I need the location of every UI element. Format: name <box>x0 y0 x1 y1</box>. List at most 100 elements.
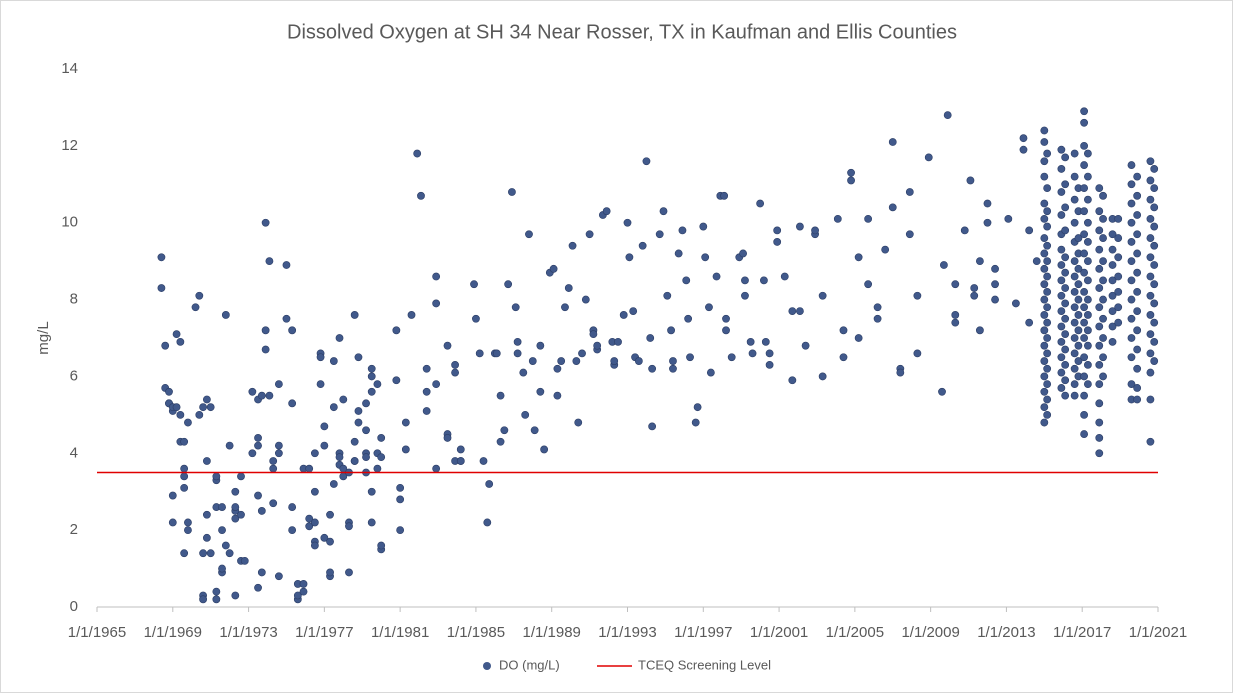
data-point <box>269 457 278 465</box>
data-point <box>1040 249 1049 258</box>
data-point <box>1040 418 1049 427</box>
data-point <box>248 387 257 396</box>
data-point <box>172 330 181 339</box>
data-point <box>1133 191 1142 200</box>
data-point <box>1095 284 1104 292</box>
data-point <box>1040 264 1049 273</box>
data-point <box>261 326 270 335</box>
data-point <box>674 249 683 258</box>
data-point <box>1043 184 1052 193</box>
data-point <box>1133 307 1142 315</box>
data-point <box>1074 280 1083 289</box>
data-point <box>1043 149 1052 158</box>
data-point <box>1080 430 1089 438</box>
data-point <box>1127 180 1136 189</box>
x-tick-label: 1/1/2021 <box>1129 624 1187 641</box>
data-point <box>362 426 370 435</box>
data-point <box>1080 318 1089 327</box>
data-point <box>1040 341 1049 350</box>
data-point <box>625 253 634 262</box>
data-point <box>1070 349 1079 358</box>
x-tick-label: 1/1/2013 <box>977 624 1035 641</box>
data-point <box>722 326 730 335</box>
x-tick-label: 1/1/2005 <box>826 624 884 641</box>
data-point <box>991 280 999 289</box>
data-point <box>202 533 211 542</box>
data-point <box>1108 230 1117 239</box>
data-point <box>1146 157 1155 166</box>
x-tick-label: 1/1/1985 <box>447 624 505 641</box>
data-point <box>451 368 459 377</box>
data-point <box>432 380 441 389</box>
data-point <box>1099 234 1107 242</box>
data-point <box>265 391 274 400</box>
data-point <box>970 284 979 292</box>
data-point <box>1040 214 1049 223</box>
data-point <box>168 518 177 527</box>
data-point <box>1032 257 1041 266</box>
data-point <box>1150 165 1159 173</box>
data-point <box>648 364 657 373</box>
data-point <box>574 418 583 427</box>
y-tick-label: 0 <box>70 598 78 615</box>
data-point <box>1095 184 1104 193</box>
data-point <box>1099 276 1107 285</box>
data-point <box>1040 199 1049 208</box>
data-point <box>701 253 710 262</box>
data-point <box>712 272 721 281</box>
data-point <box>206 549 215 558</box>
data-point <box>443 341 452 350</box>
data-point <box>240 556 249 565</box>
x-tick-label: 1/1/1965 <box>68 624 126 641</box>
data-point <box>310 487 319 496</box>
data-point <box>1070 272 1079 281</box>
data-point <box>326 510 334 519</box>
data-point <box>392 326 401 335</box>
data-point <box>638 241 647 250</box>
data-point <box>496 437 505 446</box>
x-tick-label: 1/1/2009 <box>901 624 959 641</box>
data-point <box>1150 318 1159 327</box>
data-point <box>528 357 537 365</box>
data-point <box>401 445 410 454</box>
data-point <box>991 295 999 304</box>
data-point <box>720 191 729 200</box>
data-point <box>1133 326 1142 335</box>
data-point <box>1133 384 1142 392</box>
data-point <box>1080 107 1089 116</box>
data-point <box>1061 376 1070 385</box>
data-point <box>585 230 594 239</box>
data-point <box>1061 360 1070 369</box>
legend-label: TCEQ Screening Level <box>638 657 771 672</box>
data-point <box>513 337 522 346</box>
y-tick-label: 8 <box>70 291 78 308</box>
x-tick-label: 1/1/1993 <box>598 624 656 641</box>
data-point <box>1095 399 1104 408</box>
data-point <box>564 284 573 292</box>
data-point <box>288 503 297 511</box>
data-point <box>299 580 308 588</box>
data-point <box>1040 126 1049 135</box>
data-point <box>1070 391 1079 400</box>
data-point <box>1019 145 1028 154</box>
data-point <box>1061 268 1070 277</box>
data-point <box>225 549 234 558</box>
data-point <box>1114 272 1123 281</box>
data-point <box>896 368 905 377</box>
data-point <box>1099 257 1107 266</box>
data-point <box>367 364 376 373</box>
data-point <box>593 341 602 350</box>
data-point <box>367 387 376 396</box>
data-point <box>1133 268 1142 277</box>
data-point <box>1127 295 1136 304</box>
data-point <box>261 218 270 227</box>
data-point <box>1070 318 1079 327</box>
data-point <box>578 349 586 358</box>
data-point <box>485 480 494 488</box>
data-point <box>299 587 308 596</box>
data-point <box>788 307 797 315</box>
data-point <box>648 422 657 431</box>
data-point <box>1108 245 1117 254</box>
data-point <box>1057 165 1066 173</box>
